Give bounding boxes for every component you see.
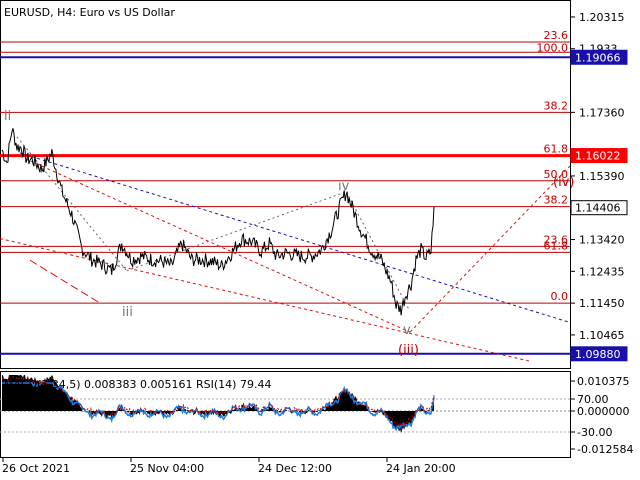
wave-connector-line [345, 191, 410, 310]
wave-label: iii [122, 305, 133, 320]
fib-level-label: 61.8 [544, 143, 569, 156]
long-dash-line [29, 259, 101, 304]
price-marker-label: 1.16022 [575, 150, 621, 163]
fib-level-label: 38.2 [544, 194, 569, 207]
channel-red-line [19, 155, 411, 333]
channel-blue-line [19, 152, 571, 323]
price-marker-label: 1.09880 [575, 348, 621, 361]
indicator-tick-label: -0.012584 [577, 443, 633, 456]
fib-level-label: 23.6 [544, 29, 569, 42]
indicator-tick-label: 0.010375 [577, 375, 630, 388]
rsi-line [2, 380, 435, 432]
wave-label: (iv) [553, 175, 574, 190]
fib-lower-group: 23.661.8 0.0 [0, 233, 570, 304]
wave-label: iv [338, 179, 350, 194]
wave-label: ii [4, 109, 11, 124]
macd-histogram [2, 375, 434, 433]
fib-level-label: 23.6 [544, 233, 569, 246]
y-tick-label: 1.11450 [579, 297, 625, 310]
fib-level-label: 50.0 [544, 168, 569, 181]
fib-level-label: 38.2 [544, 99, 569, 112]
fib-level-label: 0.0 [551, 290, 569, 303]
price-marker-label: 1.14406 [575, 202, 621, 215]
price-marker-label: 1.19066 [575, 51, 621, 64]
time-axis: 26 Oct 2021 25 Nov 04:00 24 Dec 12:00 24 Ja… [2, 457, 456, 475]
price-marker-box [570, 49, 628, 65]
fib-level-label: 61.8 [544, 239, 569, 252]
x-tick-label: 26 Oct 2021 [2, 462, 70, 475]
indicator-group: 0.010375 70.000.000000 -30.00 -0.012584 [0, 375, 633, 456]
price-marker-box [570, 148, 628, 164]
wave-connector-line [16, 136, 128, 272]
trendlines-group [0, 136, 571, 362]
y-tick-label: 1.13420 [579, 234, 625, 247]
wave-label: v [403, 323, 411, 338]
wave-label: (iii) [398, 343, 419, 358]
price-marker-box [570, 200, 628, 216]
indicator-tick-label: -30.00 [577, 426, 612, 439]
indicator-pane-frame [0, 371, 571, 458]
price-marker-box [570, 346, 628, 362]
y-tick-label: 1.10465 [579, 329, 625, 342]
y-tick-label: 1.15390 [579, 170, 625, 183]
price-markers-group: 1.19066 1.16022 1.14406 1.09880 [570, 49, 628, 362]
channel-red-line [0, 238, 531, 362]
price-axis: 1.203151.19331.173601.153901.134201.1243… [570, 11, 625, 342]
y-tick-label: 1.12435 [579, 265, 625, 278]
x-tick-label: 24 Dec 12:00 [258, 462, 332, 475]
y-tick-label: 1.20315 [579, 11, 625, 24]
fib-level-label: 100.0 [537, 41, 569, 54]
x-tick-label: 25 Nov 04:00 [130, 462, 204, 475]
price-line [1, 128, 435, 316]
x-tick-label: 24 Jan 20:00 [386, 462, 456, 475]
price-series-group [1, 128, 435, 316]
indicator-tick-label: 0.000000 [577, 405, 630, 418]
chart-title: EURUSD, H4: Euro vs US Dollar [4, 6, 175, 19]
macd-signal-line [1, 376, 435, 430]
indicator-title: MACD(5,34,5) 0.008383 0.005161 RSI(14) 7… [4, 378, 271, 391]
wave-connector-line [126, 191, 347, 272]
projection-line [409, 165, 571, 333]
indicator-tick-label: 70.00 [577, 393, 609, 406]
main-pane-frame [0, 0, 571, 369]
y-tick-label: 1.17360 [579, 106, 625, 119]
